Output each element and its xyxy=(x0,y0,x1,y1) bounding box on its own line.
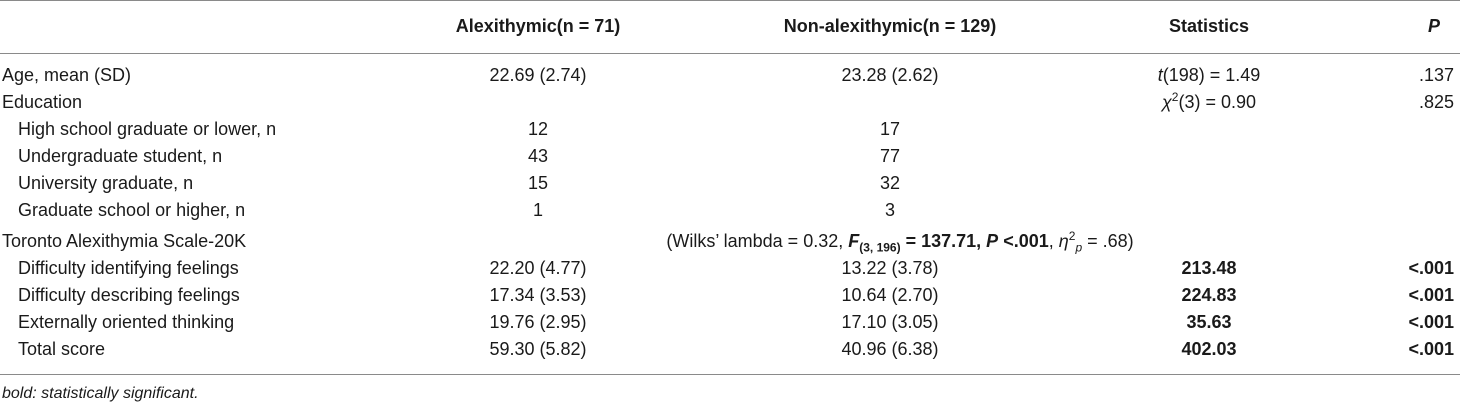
row-label: Age, mean (SD) xyxy=(2,65,132,85)
non-alexithymic-value: 3 xyxy=(884,200,896,220)
alexithymic-value: 17.34 (3.53) xyxy=(489,285,587,305)
statistic-value: 35.63 xyxy=(1186,312,1232,332)
statistic-value: t(198) = 1.49 xyxy=(1157,65,1261,85)
p-value: <.001 xyxy=(1408,312,1454,332)
table-row: Difficulty describing feelings 17.34 (3.… xyxy=(0,282,1460,309)
table-row: University graduate, n 15 32 xyxy=(0,170,1460,197)
row-label: Externally oriented thinking xyxy=(18,312,235,332)
table-row: Graduate school or higher, n 1 3 xyxy=(0,197,1460,224)
header-bottom-rule xyxy=(0,53,1460,54)
non-alexithymic-value: 17.10 (3.05) xyxy=(841,312,939,332)
row-label: Education xyxy=(2,92,83,112)
table-row: Difficulty identifying feelings 22.20 (4… xyxy=(0,255,1460,282)
table-row: Externally oriented thinking 19.76 (2.95… xyxy=(0,309,1460,336)
non-alexithymic-value: 77 xyxy=(879,146,901,166)
p-value: .825 xyxy=(1418,92,1454,112)
p-value: <.001 xyxy=(1408,258,1454,278)
header-p: P xyxy=(1427,16,1440,36)
alexithymic-value: 15 xyxy=(527,173,549,193)
non-alexithymic-value: 10.64 (2.70) xyxy=(841,285,939,305)
table-row: Education χ2(3) = 0.90 .825 xyxy=(0,89,1460,116)
non-alexithymic-value: 23.28 (2.62) xyxy=(841,65,939,85)
non-alexithymic-value: 32 xyxy=(879,173,901,193)
header-alexithymic: Alexithymic(n = 71) xyxy=(455,16,621,36)
statistic-value: χ2(3) = 0.90 xyxy=(1161,90,1257,112)
row-label: Difficulty describing feelings xyxy=(18,285,240,305)
table-top-rule xyxy=(0,0,1460,1)
p-value: .137 xyxy=(1418,65,1454,85)
header-statistics: Statistics xyxy=(1168,16,1250,36)
row-label: Graduate school or higher, n xyxy=(18,200,246,220)
alexithymic-value: 43 xyxy=(527,146,549,166)
alexithymic-value: 19.76 (2.95) xyxy=(489,312,587,332)
statistic-value: 213.48 xyxy=(1181,258,1237,278)
row-label: High school graduate or lower, n xyxy=(18,119,277,139)
p-value: <.001 xyxy=(1408,339,1454,359)
p-value: <.001 xyxy=(1408,285,1454,305)
row-label: Difficulty identifying feelings xyxy=(18,258,239,278)
alexithymic-value: 22.20 (4.77) xyxy=(489,258,587,278)
non-alexithymic-value: 13.22 (3.78) xyxy=(841,258,939,278)
row-label: University graduate, n xyxy=(18,173,194,193)
table-row: High school graduate or lower, n 12 17 xyxy=(0,116,1460,143)
row-label: Toronto Alexithymia Scale-20K xyxy=(2,231,247,251)
alexithymic-value: 22.69 (2.74) xyxy=(489,65,587,85)
table-footnote: bold: statistically significant. xyxy=(2,385,199,402)
row-label: Undergraduate student, n xyxy=(18,146,223,166)
alexithymic-value: 12 xyxy=(527,119,549,139)
statistic-value: 402.03 xyxy=(1181,339,1237,359)
table-row: Toronto Alexithymia Scale-20K (Wilks’ la… xyxy=(0,228,1460,255)
row-label: Total score xyxy=(18,339,106,359)
table-bottom-rule xyxy=(0,374,1460,375)
statistic-value: 224.83 xyxy=(1181,285,1237,305)
table-row: Age, mean (SD) 22.69 (2.74) 23.28 (2.62)… xyxy=(0,62,1460,89)
wilks-lambda-statistic: (Wilks’ lambda = 0.32, F(3, 196) = 137.7… xyxy=(666,229,1134,255)
alexithymic-value: 1 xyxy=(532,200,544,220)
table-row: Undergraduate student, n 43 77 xyxy=(0,143,1460,170)
non-alexithymic-value: 17 xyxy=(879,119,901,139)
alexithymic-value: 59.30 (5.82) xyxy=(489,339,587,359)
non-alexithymic-value: 40.96 (6.38) xyxy=(841,339,939,359)
header-non-alexithymic: Non-alexithymic(n = 129) xyxy=(783,16,997,36)
table-row: Total score 59.30 (5.82) 40.96 (6.38) 40… xyxy=(0,336,1460,363)
